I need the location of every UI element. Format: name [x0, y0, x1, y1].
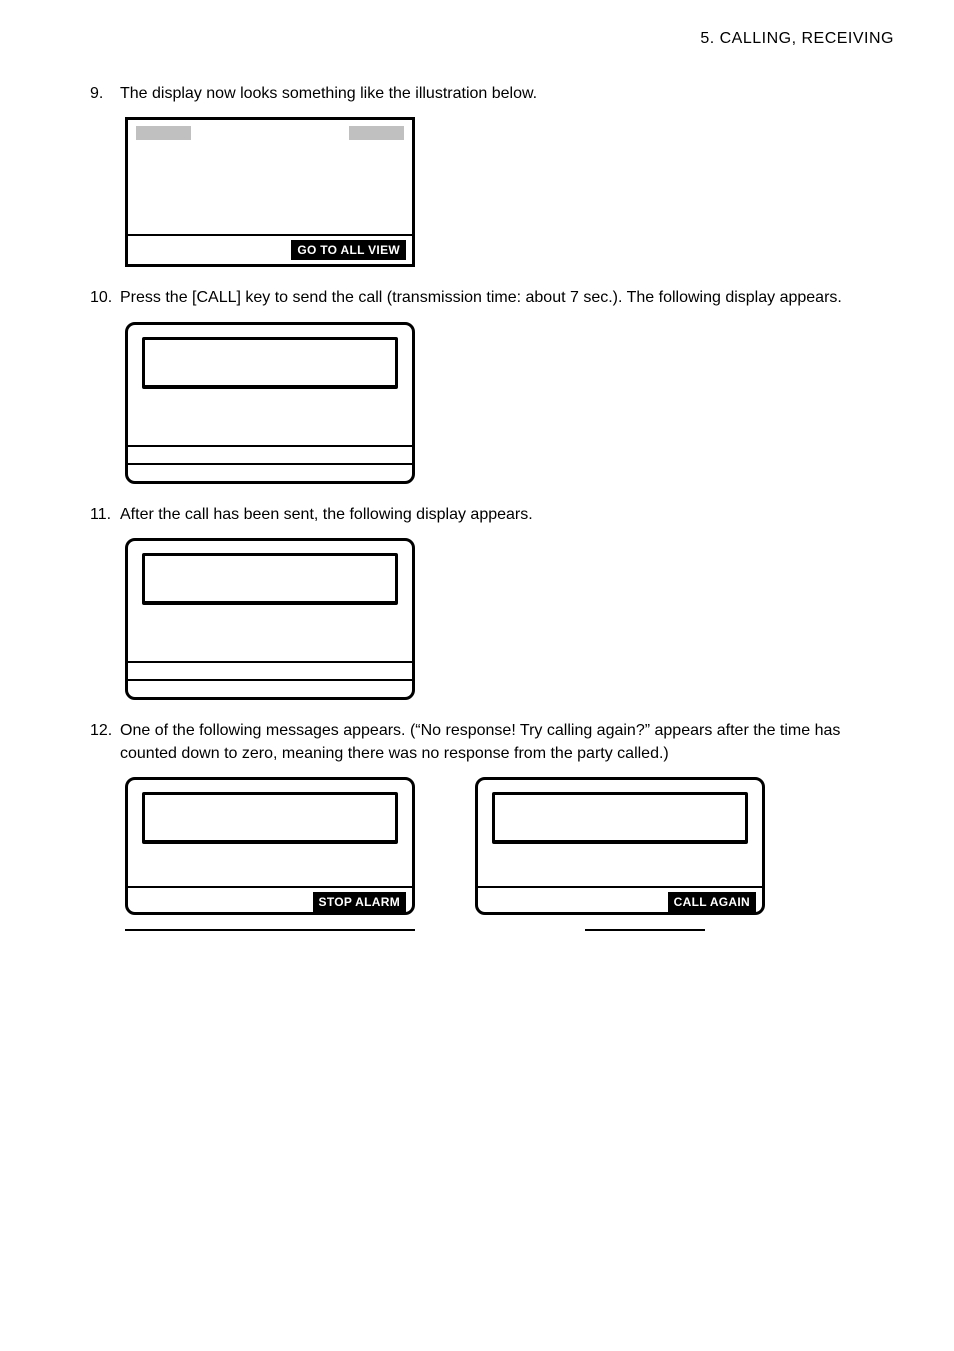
item-number: 12. [90, 720, 120, 765]
display-illustration [125, 322, 415, 484]
display-divider [128, 679, 412, 697]
item-text: One of the following messages appears. (… [120, 720, 894, 765]
go-to-all-view-label: GO TO ALL VIEW [291, 240, 406, 260]
lcd-screen [492, 792, 748, 844]
display-spacer [128, 613, 412, 661]
list-item: 12. One of the following messages appear… [90, 720, 894, 765]
list-item: 11. After the call has been sent, the fo… [90, 504, 894, 526]
item-text: After the call has been sent, the follow… [120, 504, 894, 526]
display-spacer [128, 852, 412, 886]
caption-underline [585, 929, 705, 931]
display-illustration [125, 538, 415, 700]
display-illustration: STOP ALARM [125, 777, 415, 915]
item-number: 10. [90, 287, 120, 309]
lcd-screen [142, 553, 398, 605]
display-footer: STOP ALARM [128, 886, 412, 912]
display-divider [128, 661, 412, 679]
caption-row [125, 929, 894, 931]
display-footer: GO TO ALL VIEW [128, 234, 412, 264]
display-divider [128, 463, 412, 481]
page-header: 5. CALLING, RECEIVING [90, 30, 894, 48]
list-item: 9. The display now looks something like … [90, 83, 894, 105]
display-illustration: CALL AGAIN [475, 777, 765, 915]
item-text: The display now looks something like the… [120, 83, 894, 105]
display-divider [128, 445, 412, 463]
item-text: Press the [CALL] key to send the call (t… [120, 287, 894, 309]
lcd-screen [142, 337, 398, 389]
lcd-screen [142, 792, 398, 844]
item-number: 11. [90, 504, 120, 526]
dual-display-row: STOP ALARM CALL AGAIN [125, 777, 894, 915]
gray-block-icon [349, 126, 404, 140]
display-body [128, 144, 412, 234]
display-illustration: GO TO ALL VIEW [125, 117, 415, 267]
display-spacer [128, 397, 412, 445]
gray-block-icon [136, 126, 191, 140]
display-spacer [478, 852, 762, 886]
display-header [128, 120, 412, 144]
display-footer: CALL AGAIN [478, 886, 762, 912]
caption-underline [125, 929, 415, 931]
list-item: 10. Press the [CALL] key to send the cal… [90, 287, 894, 309]
item-number: 9. [90, 83, 120, 105]
call-again-label: CALL AGAIN [668, 892, 756, 912]
stop-alarm-label: STOP ALARM [313, 892, 406, 912]
